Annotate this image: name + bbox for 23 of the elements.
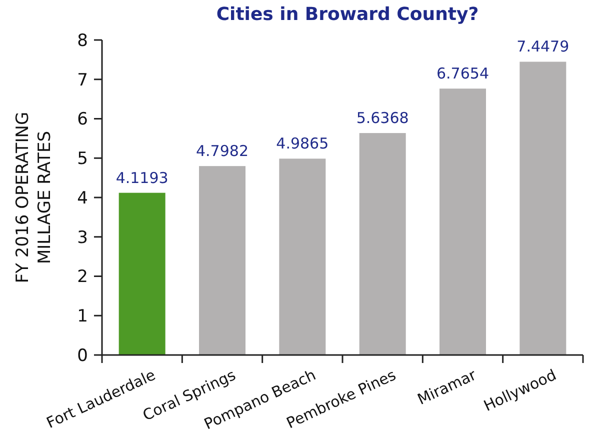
data-label: 4.1193 (116, 168, 168, 187)
bar (440, 88, 486, 355)
y-axis-title: FY 2016 OPERATING MILLAGE RATES (12, 112, 55, 284)
bar (199, 166, 246, 355)
y-tick-label: 6 (77, 110, 88, 130)
y-tick-label: 3 (77, 228, 88, 248)
bar (520, 62, 566, 355)
data-label: 4.9865 (276, 134, 329, 153)
y-tick-label: 4 (77, 188, 88, 208)
y-tick-label: 5 (77, 149, 88, 170)
chart-title: Cities in Broward County? (216, 4, 479, 25)
data-label: 7.4479 (516, 38, 570, 56)
data-label: 4.7982 (196, 142, 248, 160)
data-label: 5.6368 (356, 109, 409, 128)
y-tick-label: 1 (77, 306, 88, 327)
y-tick-label: 2 (77, 267, 88, 288)
bar (279, 158, 326, 355)
bar (359, 133, 406, 355)
y-tick-label: 0 (77, 346, 88, 366)
y-tick-label: 7 (77, 70, 88, 90)
bar (118, 192, 166, 355)
data-label: 6.7654 (436, 64, 489, 83)
y-tick-label: 8 (77, 30, 88, 51)
